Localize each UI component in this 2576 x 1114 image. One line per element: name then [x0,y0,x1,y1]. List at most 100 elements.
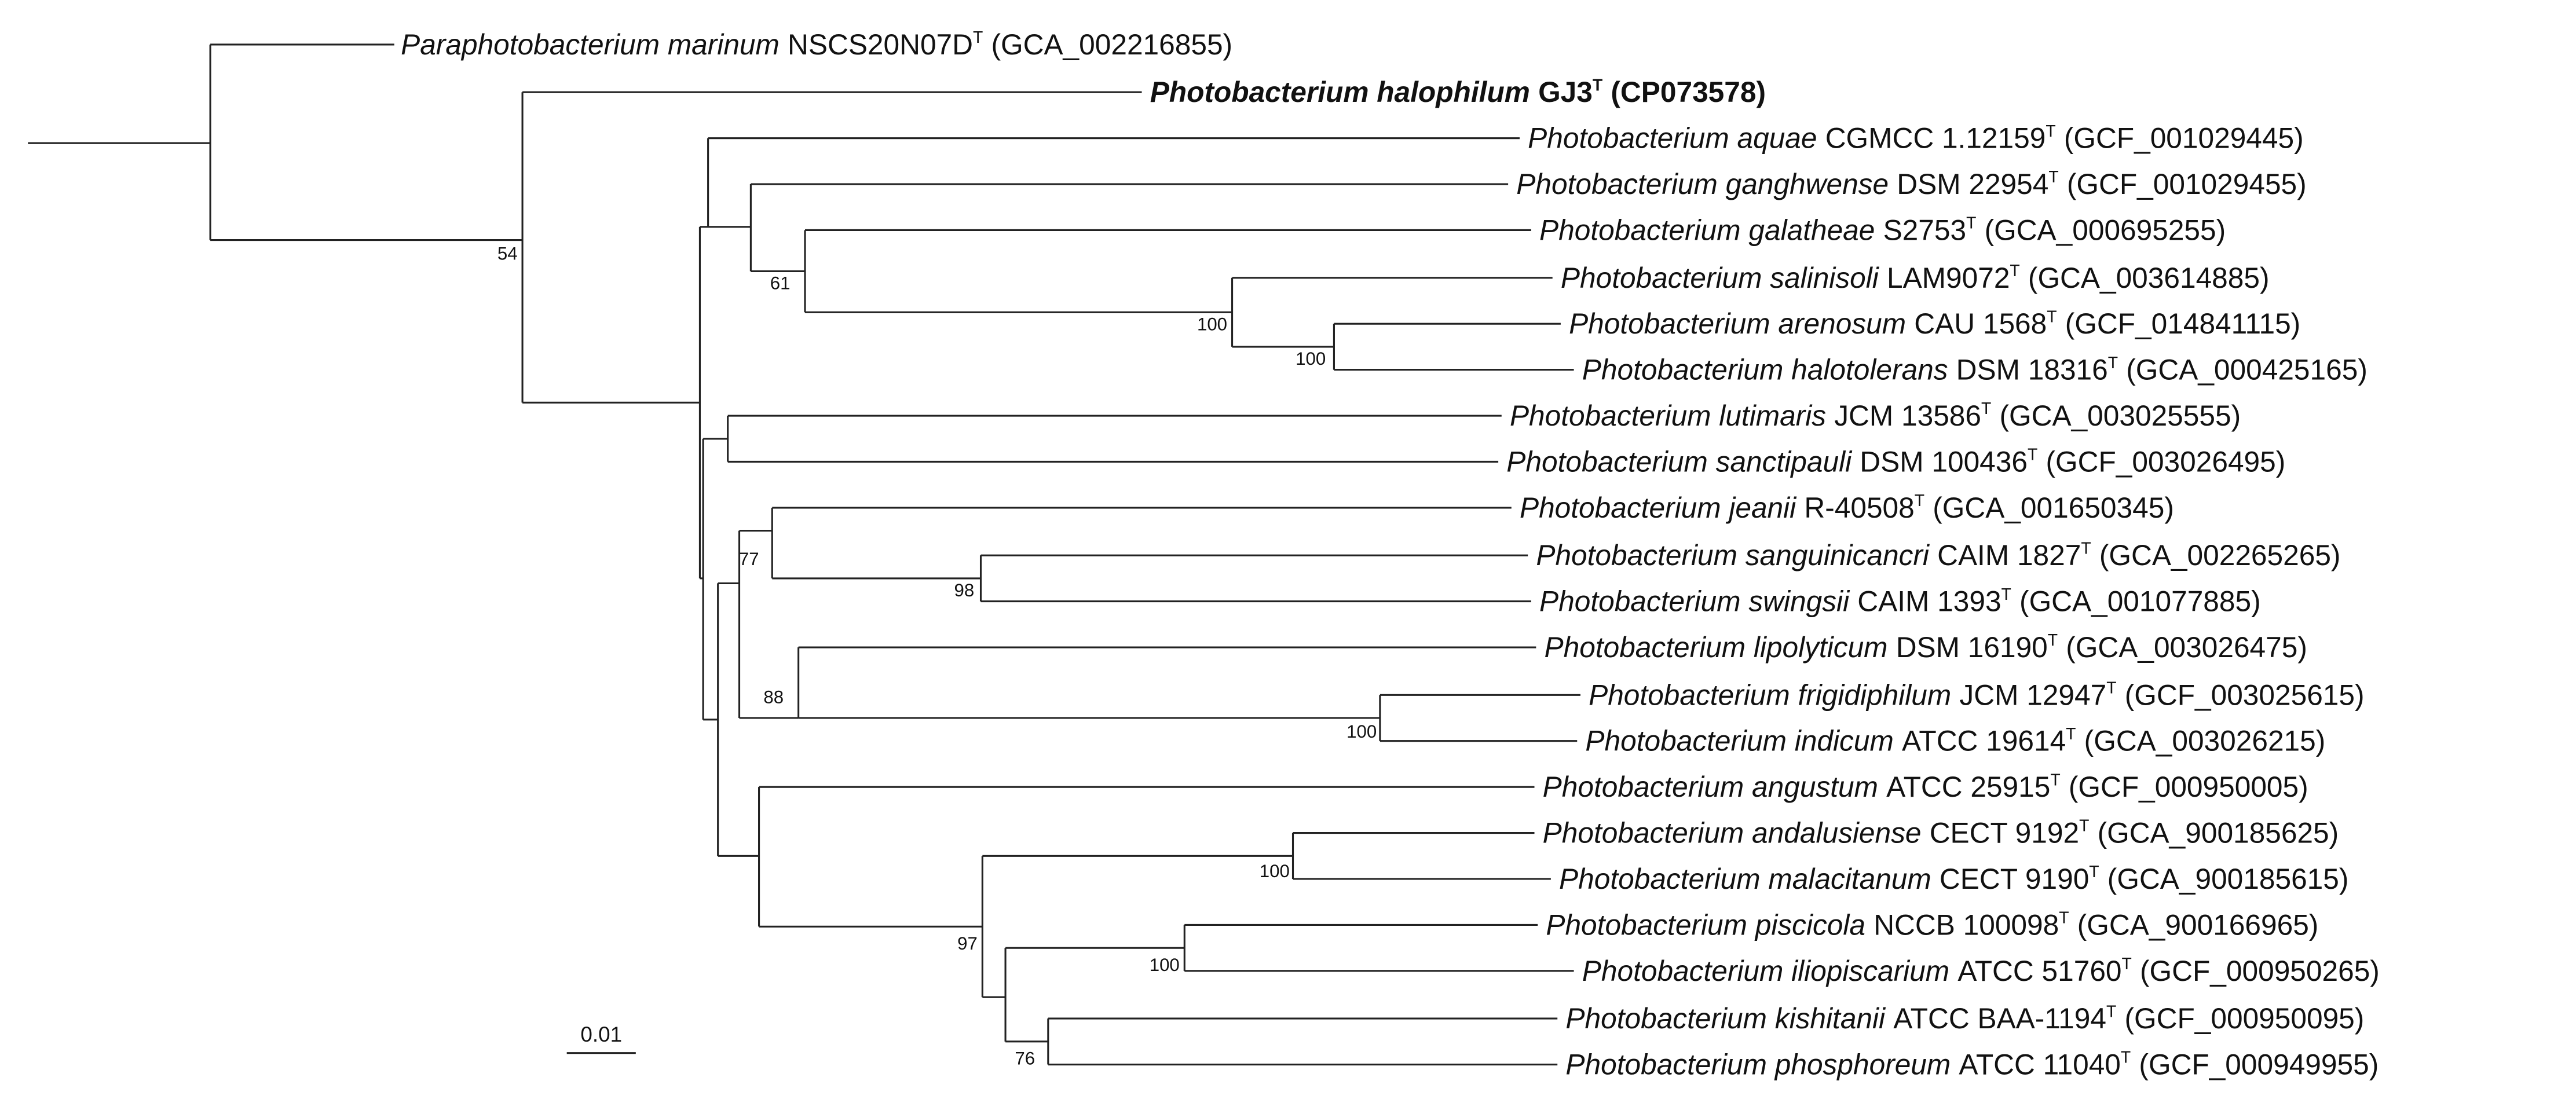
accession: (GCA_003026215) [2084,725,2326,757]
leaf-label: Photobacterium malacitanum CECT 9190T (GCA… [1559,863,2348,895]
species-name: Photobacterium galatheae [1539,214,1875,247]
strain: DSM 16190 [1896,631,2048,664]
species-name: Photobacterium kishitanii [1565,1002,1886,1035]
accession: (GCF_000949955) [2139,1049,2379,1081]
species-name: Paraphotobacterium marinum [401,28,780,61]
leaf-label: Photobacterium andalusiense CECT 9192T (GC… [1543,817,2339,849]
type-strain-mark: T [2048,168,2058,186]
bootstrap-value: 100 [1197,314,1227,335]
leaf-label: Photobacterium angustum ATCC 25915T (GCF_0… [1543,771,2308,803]
leaf-label: Photobacterium piscicola NCCB 100098T (GCA… [1546,908,2318,941]
strain: CAIM 1827 [1937,539,2081,571]
type-strain-mark: T [2106,679,2116,697]
species-name: Photobacterium halophilum [1150,76,1530,108]
type-strain-mark: T [2059,909,2069,928]
leaf-label: Photobacterium galatheae S2753T (GCA_00069… [1539,214,2226,247]
species-name: Photobacterium aquae [1528,122,1817,155]
leaf-label: Photobacterium halotolerans DSM 18316T (GC… [1582,354,2368,386]
species-name: Photobacterium arenosum [1569,307,1906,340]
species-name: Photobacterium iliopiscarium [1582,955,1949,987]
type-strain-mark: T [2081,539,2091,558]
accession: (GCA_900185625) [2098,817,2339,849]
strain: ATCC 11040 [1959,1049,2121,1081]
species-name: Photobacterium andalusiense [1543,817,1922,849]
bootstrap-value: 88 [763,687,784,707]
accession: (GCF_000950005) [2069,771,2308,803]
strain: ATCC 19614 [1902,725,2066,757]
type-strain-mark: T [2028,446,2037,464]
strain: ATCC 51760 [1957,955,2121,987]
bootstrap-value: 54 [497,244,518,264]
species-name: Photobacterium malacitanum [1559,863,1931,895]
accession: (GCF_000950265) [2140,955,2380,987]
accession: (GCF_003025615) [2125,679,2365,711]
type-strain-mark: T [2079,817,2089,836]
species-name: Photobacterium sanctipauli [1506,445,1853,478]
bootstrap-value: 100 [1260,861,1290,881]
accession: (GCA_001077885) [2019,585,2261,618]
type-strain-mark: T [2050,771,2060,789]
accession: (GCF_014841115) [2065,307,2300,340]
accession: (GCA_900185615) [2107,863,2349,895]
strain: CAIM 1393 [1857,585,2001,618]
bootstrap-value: 100 [1150,955,1180,975]
species-name: Photobacterium sanguinicancri [1536,539,1930,571]
type-strain-mark: T [2121,1049,2131,1067]
strain: CGMCC 1.12159 [1825,122,2046,155]
leaf-label: Photobacterium iliopiscarium ATCC 51760T (… [1582,955,2380,987]
strain: CAU 1568 [1914,307,2047,340]
leaf-label: Photobacterium kishitanii ATCC BAA-1194T (… [1565,1002,2364,1035]
accession: (GCA_002216855) [991,28,1233,61]
leaf-label: Photobacterium indicum ATCC 19614T (GCA_00… [1585,725,2325,757]
type-strain-mark: T [2010,262,2019,280]
strain: NCCB 100098 [1874,908,2059,941]
species-name: Photobacterium frigidiphilum [1589,679,1951,711]
strain: JCM 13586 [1834,400,1981,432]
strain: DSM 18316 [1956,354,2108,386]
leaf-label: Photobacterium swingsii CAIM 1393T (GCA_00… [1539,585,2261,618]
type-strain-mark: T [2089,863,2099,881]
accession: (GCF_000950095) [2125,1002,2365,1035]
strain: S2753 [1883,214,1966,247]
leaf-label: Photobacterium jeanii R-40508T (GCA_001650… [1520,492,2174,524]
type-strain-mark: T [2108,354,2118,372]
type-strain-mark: T [2001,585,2011,604]
leaf-label: Photobacterium sanguinicancri CAIM 1827T (… [1536,539,2340,571]
bootstrap-value: 100 [1346,721,1377,742]
leaf-label: Photobacterium frigidiphilum JCM 12947T (G… [1589,679,2364,711]
type-strain-mark: T [2066,725,2076,743]
accession: (GCF_001029445) [2064,122,2304,155]
leaf-label: Paraphotobacterium marinum NSCS20N07DT (GC… [401,28,1232,61]
leaf-label: Photobacterium phosphoreum ATCC 11040T (GC… [1565,1049,2379,1081]
species-name: Photobacterium lutimaris [1510,400,1826,432]
strain: GJ3 [1538,76,1593,108]
type-strain-mark: T [1966,214,1976,233]
species-name: Photobacterium salinisoli [1561,262,1880,294]
type-strain-mark: T [973,28,983,47]
type-strain-mark: T [1915,492,1924,510]
accession: (GCA_900166965) [2077,908,2319,941]
species-name: Photobacterium angustum [1543,771,1878,803]
leaf-label: Photobacterium lutimaris JCM 13586T (GCA_0… [1510,400,2241,432]
accession: (GCA_003614885) [2028,262,2270,294]
type-strain-mark: T [2048,631,2058,650]
species-name: Photobacterium lipolyticum [1545,631,1888,664]
type-strain-mark: T [2106,1002,2116,1021]
leaf-label: Photobacterium sanctipauli DSM 100436T (GC… [1506,445,2285,478]
species-name: Photobacterium jeanii [1520,492,1797,524]
bootstrap-value: 100 [1296,349,1326,369]
strain: LAM9072 [1887,262,2010,294]
strain: ATCC 25915 [1886,771,2050,803]
bootstrap-value: 77 [739,549,759,569]
type-strain-mark: T [2047,307,2057,326]
bootstrap-value: 98 [954,580,974,600]
strain: DSM 100436 [1860,445,2028,478]
strain: NSCS20N07D [788,28,973,61]
strain: CECT 9192 [1930,817,2079,849]
species-name: Photobacterium swingsii [1539,585,1850,618]
type-strain-mark: T [2046,122,2055,141]
bootstrap-value: 97 [957,933,978,954]
strain: ATCC BAA-1194 [1893,1002,2106,1035]
accession: (GCF_001029455) [2067,168,2307,200]
